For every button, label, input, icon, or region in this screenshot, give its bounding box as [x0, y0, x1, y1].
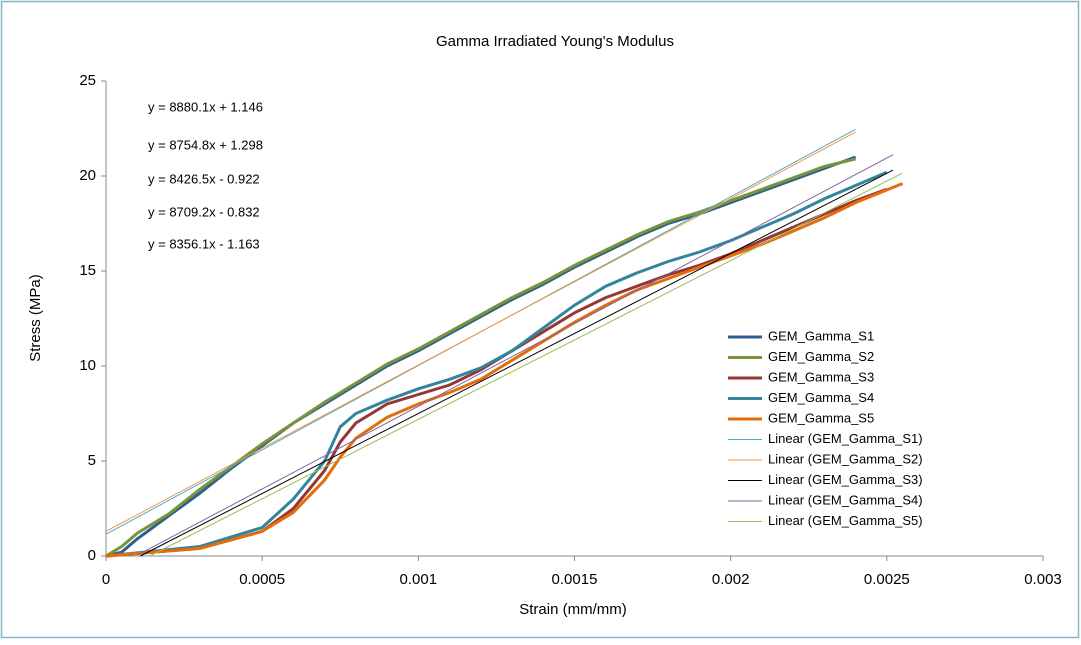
x-tick-label: 0.003	[1024, 571, 1062, 588]
y-axis-title: Stress (MPa)	[27, 274, 44, 362]
x-tick-label: 0	[102, 571, 110, 588]
legend-label: Linear (GEM_Gamma_S3)	[768, 472, 923, 487]
y-tick-label: 0	[88, 547, 96, 564]
legend-label: Linear (GEM_Gamma_S5)	[768, 513, 923, 528]
legend-label: GEM_Gamma_S3	[768, 369, 874, 384]
legend-label: GEM_Gamma_S1	[768, 328, 874, 343]
x-tick-label: 0.0015	[552, 571, 598, 588]
y-tick-label: 10	[79, 357, 96, 374]
legend-label: Linear (GEM_Gamma_S1)	[768, 431, 923, 446]
legend-label: GEM_Gamma_S5	[768, 410, 874, 425]
x-axis-title: Strain (mm/mm)	[519, 601, 627, 618]
equation-label: y = 8754.8x + 1.298	[148, 137, 263, 152]
x-tick-label: 0.001	[400, 571, 438, 588]
x-tick-label: 0.0005	[239, 571, 285, 588]
x-tick-label: 0.002	[712, 571, 750, 588]
series-line	[105, 131, 856, 532]
equation-label: y = 8709.2x - 0.832	[148, 204, 260, 219]
chart-title: Gamma Irradiated Young's Modulus	[436, 33, 674, 50]
series-line	[149, 172, 903, 557]
y-tick-label: 25	[79, 72, 96, 89]
x-tick-label: 0.0025	[864, 571, 910, 588]
series-line	[105, 187, 888, 558]
legend-label: GEM_Gamma_S4	[768, 390, 874, 405]
legend-label: Linear (GEM_Gamma_S2)	[768, 451, 923, 466]
y-tick-label: 5	[88, 452, 96, 469]
y-tick-label: 20	[79, 167, 96, 184]
legend-label: Linear (GEM_Gamma_S4)	[768, 492, 923, 507]
equation-label: y = 8880.1x + 1.146	[148, 99, 263, 114]
series-line	[105, 155, 857, 558]
series-line	[140, 169, 894, 557]
equation-label: y = 8356.1x - 1.163	[148, 236, 260, 251]
legend-label: GEM_Gamma_S2	[768, 349, 874, 364]
series-line	[105, 157, 856, 558]
series-line	[105, 170, 888, 558]
series-line	[136, 154, 894, 556]
equation-label: y = 8426.5x - 0.922	[148, 171, 260, 186]
y-tick-label: 15	[79, 262, 96, 279]
